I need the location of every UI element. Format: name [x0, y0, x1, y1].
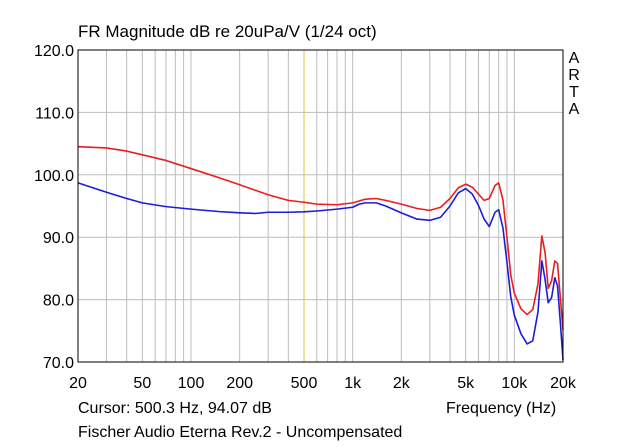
grid: [78, 50, 563, 362]
brand-letter: R: [568, 67, 580, 84]
cursor-readout: Cursor: 500.3 Hz, 94.07 dB: [78, 400, 272, 417]
y-axis-ticks: 70.0 80.0 90.0 100.0 110.0 120.0: [34, 43, 74, 372]
x-tick-label: 50: [133, 375, 151, 392]
x-tick-label: 100: [178, 375, 205, 392]
brand-letter: A: [568, 101, 580, 118]
series-line-blue: [77, 182, 564, 361]
brand-letter: T: [569, 84, 579, 101]
x-axis-ticks: 20 50 100 200 500 1k 2k 5k 10k 20k: [69, 375, 577, 392]
y-tick-label: 70.0: [43, 355, 74, 372]
x-tick-label: 20k: [550, 375, 577, 392]
x-tick-label: 5k: [457, 375, 475, 392]
plot-frame: [77, 49, 564, 363]
x-tick-label: 1k: [344, 375, 362, 392]
brand-letter: A: [568, 50, 580, 67]
x-tick-label: 10k: [501, 375, 528, 392]
y-tick-label: 80.0: [43, 293, 74, 310]
y-tick-label: 100.0: [34, 168, 74, 185]
y-tick-label: 90.0: [43, 230, 74, 247]
x-axis-label: Frequency (Hz): [446, 400, 557, 417]
y-tick-label: 120.0: [34, 43, 74, 60]
x-tick-label: 500: [291, 375, 318, 392]
x-tick-label: 2k: [393, 375, 411, 392]
arta-brand: A R T A: [567, 50, 581, 118]
x-tick-label: 200: [226, 375, 253, 392]
series-layer: [77, 145, 564, 361]
series-line-red: [77, 145, 564, 330]
y-tick-label: 110.0: [35, 105, 74, 122]
x-tick-label: 20: [69, 375, 87, 392]
measurement-caption: Fischer Audio Eterna Rev.2 - Uncompensat…: [78, 424, 403, 441]
chart-title: FR Magnitude dB re 20uPa/V (1/24 oct): [78, 22, 377, 41]
